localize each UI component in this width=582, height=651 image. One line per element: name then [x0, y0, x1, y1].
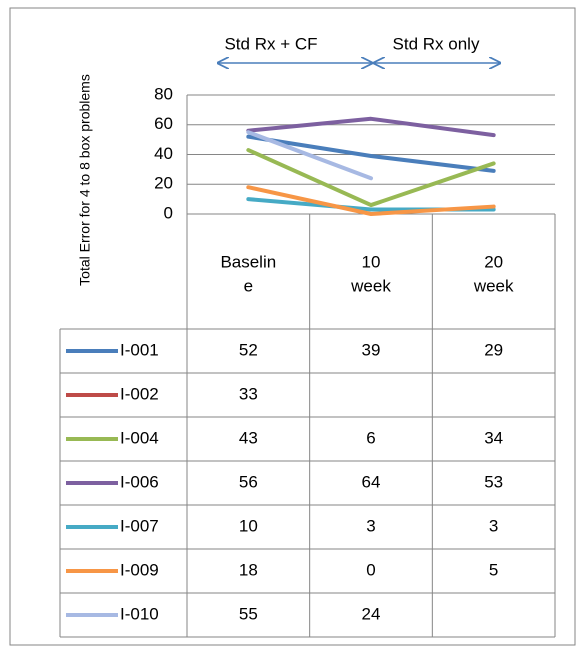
series-line	[246, 130, 373, 181]
table-value: 39	[362, 340, 381, 359]
legend-label: I-002	[120, 384, 159, 403]
legend-label: I-004	[120, 428, 159, 447]
y-tick-label: 0	[164, 203, 173, 222]
legend-label: I-010	[120, 604, 159, 623]
y-axis-label: Total Error for 4 to 8 box problems	[77, 74, 93, 286]
series-line	[246, 148, 496, 208]
table-value: 6	[366, 428, 375, 447]
chart-border	[9, 7, 576, 646]
table-value: 64	[362, 472, 381, 491]
y-tick-label: 60	[154, 114, 173, 133]
y-tick-label: 20	[154, 174, 173, 193]
table-value: 56	[239, 472, 258, 491]
table-value: 18	[239, 560, 258, 579]
annotation: Std Rx only	[393, 34, 480, 53]
y-tick-label: 40	[154, 144, 173, 163]
table-value: 3	[366, 516, 375, 535]
series-line	[246, 185, 496, 216]
table-value: 43	[239, 428, 258, 447]
series-line	[246, 134, 496, 173]
table-value: 24	[362, 604, 381, 623]
table-value: 0	[366, 560, 375, 579]
table-value: 53	[484, 472, 503, 491]
category-label: 20 week	[473, 253, 514, 296]
table-value: 5	[489, 560, 498, 579]
table-value: 52	[239, 340, 258, 359]
table-value: 34	[484, 428, 503, 447]
table-value: 3	[489, 516, 498, 535]
y-tick-label: 80	[154, 84, 173, 103]
legend-label: I-007	[120, 516, 159, 535]
annotation: Std Rx + CF	[224, 34, 317, 53]
category-label: Baselin e	[220, 253, 276, 296]
table-value: 10	[239, 516, 258, 535]
legend-label: I-001	[120, 340, 159, 359]
table-value: 55	[239, 604, 258, 623]
series-line	[246, 116, 496, 138]
legend-label: I-006	[120, 472, 159, 491]
table-value: 29	[484, 340, 503, 359]
table-value: 33	[239, 384, 258, 403]
legend-label: I-009	[120, 560, 159, 579]
category-label: 10 week	[350, 253, 391, 296]
